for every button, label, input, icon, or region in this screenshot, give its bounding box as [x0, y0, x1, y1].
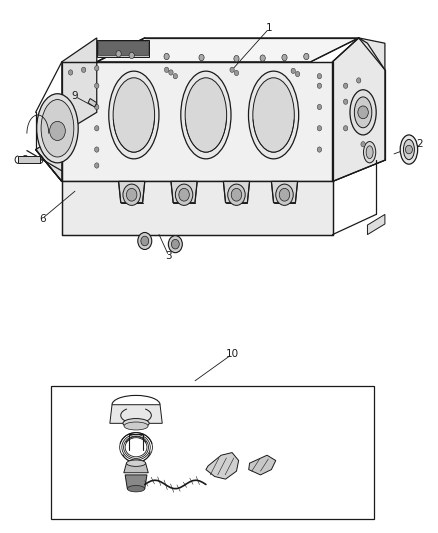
Circle shape — [123, 184, 141, 205]
Ellipse shape — [354, 97, 372, 128]
Circle shape — [260, 55, 265, 61]
Circle shape — [95, 104, 99, 110]
Ellipse shape — [124, 422, 148, 430]
Ellipse shape — [123, 418, 149, 428]
Circle shape — [129, 52, 134, 59]
Circle shape — [282, 54, 287, 61]
Ellipse shape — [400, 135, 418, 164]
Text: 11: 11 — [92, 477, 106, 487]
Circle shape — [295, 71, 300, 77]
Circle shape — [169, 70, 173, 75]
Circle shape — [127, 188, 137, 201]
Circle shape — [343, 126, 348, 131]
Text: 1: 1 — [266, 23, 272, 34]
Circle shape — [179, 188, 189, 201]
Polygon shape — [367, 214, 385, 235]
Circle shape — [95, 163, 99, 168]
Text: 3: 3 — [166, 251, 172, 261]
Polygon shape — [206, 453, 239, 479]
Polygon shape — [62, 62, 332, 181]
Ellipse shape — [366, 146, 373, 159]
Polygon shape — [119, 181, 145, 203]
Ellipse shape — [185, 78, 226, 152]
Circle shape — [317, 83, 321, 88]
Circle shape — [68, 70, 73, 75]
Circle shape — [317, 126, 321, 131]
Ellipse shape — [127, 460, 146, 466]
Text: 2: 2 — [417, 139, 423, 149]
Circle shape — [317, 104, 321, 110]
Ellipse shape — [113, 78, 155, 152]
Polygon shape — [249, 455, 276, 475]
Polygon shape — [18, 156, 40, 164]
Circle shape — [279, 188, 290, 201]
Circle shape — [49, 122, 65, 141]
Circle shape — [234, 70, 239, 76]
Polygon shape — [110, 405, 162, 423]
Ellipse shape — [109, 71, 159, 159]
Circle shape — [164, 67, 169, 72]
Polygon shape — [88, 99, 97, 107]
Circle shape — [276, 184, 293, 205]
Polygon shape — [35, 38, 97, 181]
Circle shape — [228, 184, 245, 205]
Circle shape — [317, 74, 321, 79]
Circle shape — [141, 236, 149, 246]
Circle shape — [291, 68, 295, 74]
Bar — [97, 39, 149, 56]
Polygon shape — [62, 181, 332, 235]
Polygon shape — [125, 475, 147, 489]
Circle shape — [361, 142, 365, 147]
Circle shape — [171, 239, 179, 249]
Circle shape — [357, 78, 361, 83]
Circle shape — [343, 99, 348, 104]
Polygon shape — [332, 38, 385, 181]
Circle shape — [81, 67, 86, 72]
Circle shape — [168, 236, 182, 253]
Circle shape — [175, 184, 193, 205]
Text: 12: 12 — [221, 434, 234, 445]
Circle shape — [317, 147, 321, 152]
Circle shape — [95, 126, 99, 131]
Ellipse shape — [41, 100, 74, 157]
Bar — [98, 41, 148, 55]
Polygon shape — [97, 38, 359, 62]
Circle shape — [343, 83, 348, 88]
Ellipse shape — [364, 142, 376, 163]
Circle shape — [230, 67, 234, 72]
Circle shape — [406, 146, 413, 154]
Polygon shape — [223, 181, 250, 203]
Polygon shape — [124, 463, 148, 473]
Polygon shape — [171, 181, 197, 203]
Circle shape — [199, 54, 204, 61]
Bar — [51, 386, 374, 519]
Circle shape — [231, 188, 242, 201]
Text: 8: 8 — [21, 155, 28, 165]
Circle shape — [95, 83, 99, 88]
Circle shape — [95, 66, 99, 71]
Text: 9: 9 — [71, 91, 78, 101]
Circle shape — [95, 147, 99, 152]
Circle shape — [358, 106, 368, 119]
Polygon shape — [332, 38, 385, 181]
Ellipse shape — [253, 78, 294, 152]
Circle shape — [138, 232, 152, 249]
Ellipse shape — [248, 71, 299, 159]
Ellipse shape — [37, 94, 78, 163]
Ellipse shape — [127, 486, 145, 492]
Circle shape — [116, 51, 121, 57]
Text: 10: 10 — [226, 349, 239, 359]
Circle shape — [173, 74, 177, 79]
Ellipse shape — [350, 90, 376, 135]
Circle shape — [164, 53, 169, 60]
Ellipse shape — [181, 71, 231, 159]
Polygon shape — [272, 181, 297, 203]
Ellipse shape — [403, 140, 414, 160]
Text: 6: 6 — [39, 214, 46, 224]
Circle shape — [304, 53, 309, 60]
Circle shape — [234, 55, 239, 62]
